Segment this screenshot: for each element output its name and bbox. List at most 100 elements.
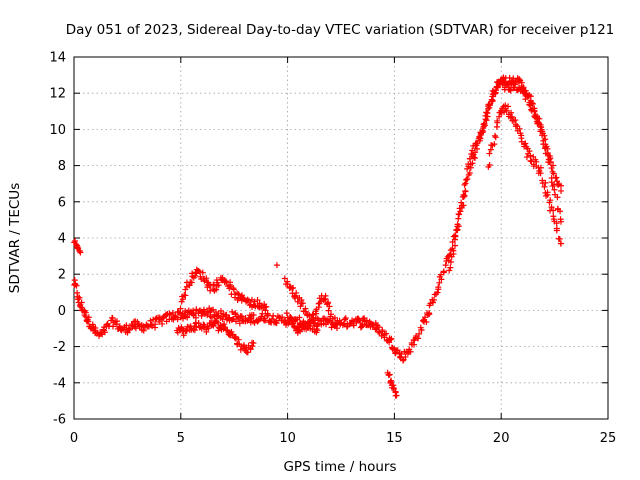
data-point [179,296,186,303]
data-point [191,327,198,334]
data-point [558,187,565,194]
data-point [184,314,191,321]
data-point [200,321,207,328]
chart-title: Day 051 of 2023, Sidereal Day-to-day VTE… [66,22,615,38]
data-point [550,162,557,169]
data-point [556,235,563,242]
data-point [483,109,490,116]
data-point [455,223,462,230]
data-point [486,161,493,168]
data-point [281,275,288,282]
data-point [486,150,493,157]
data-point [454,227,461,234]
data-point [528,99,535,106]
data-point [452,242,459,249]
data-point [542,179,549,186]
data-point [466,170,473,177]
data-point [327,311,334,318]
y-tick-label: -6 [53,413,66,428]
data-point [273,320,280,327]
data-point [557,182,564,189]
data-point [553,225,560,232]
data-point [418,326,425,333]
data-point [85,314,92,321]
data-point [159,320,166,327]
data-point [393,392,400,399]
data-point [326,303,333,310]
data-point [283,310,290,317]
data-point [199,269,206,276]
data-point [459,193,466,200]
data-point [553,174,560,181]
data-point [77,303,84,310]
y-axis-label: SDTVAR / TECUs [7,183,23,293]
data-point [469,160,476,167]
data-point [541,183,548,190]
data-point [287,313,294,320]
data-point [321,296,328,303]
data-point [492,90,499,97]
data-point [331,314,338,321]
data-point [200,306,207,313]
data-point [385,372,392,379]
data-point [462,180,469,187]
data-point [526,148,533,155]
data-point [221,324,228,331]
data-point [465,161,472,168]
data-point [423,318,430,325]
data-point [263,303,270,310]
data-point [310,314,317,321]
data-point [306,312,313,319]
y-tick-label: 14 [49,51,66,66]
data-point [469,147,476,154]
data-point [550,170,557,177]
data-point [213,286,220,293]
data-point [494,117,501,124]
data-point [530,100,537,107]
data-point [514,87,521,94]
data-points [71,74,565,399]
data-point [196,268,203,275]
data-point [113,321,120,328]
data-point [203,275,210,282]
data-point [212,308,219,315]
data-point [550,207,557,214]
x-axis-label: GPS time / hours [283,459,396,475]
data-point [207,307,214,314]
data-point [259,310,266,317]
data-point [480,123,487,130]
data-point [489,97,496,104]
data-point [195,320,202,327]
data-point [113,318,120,325]
data-point [196,307,203,314]
data-point [244,349,251,356]
data-point [491,141,498,148]
data-point [296,314,303,321]
data-point [288,317,295,324]
data-point [447,258,454,265]
data-point [527,93,534,100]
data-point [387,336,394,343]
data-point [240,295,247,302]
data-point [123,322,130,329]
data-point [516,125,523,132]
data-point [245,297,252,304]
data-point [407,348,414,355]
data-point [531,107,538,114]
data-point [523,154,530,161]
x-tick-label: 10 [279,431,296,446]
data-point [503,107,510,114]
data-point [459,202,466,209]
data-point [547,155,554,162]
data-point [537,170,544,177]
data-point [180,332,187,339]
data-point [548,204,555,211]
data-point [434,289,441,296]
data-point [543,192,550,199]
data-point [228,328,235,335]
data-point [480,128,487,135]
data-point [297,303,304,310]
y-tick-label: 2 [58,268,66,283]
y-tick-label: 12 [49,87,66,102]
y-tick-label: -4 [53,376,66,391]
